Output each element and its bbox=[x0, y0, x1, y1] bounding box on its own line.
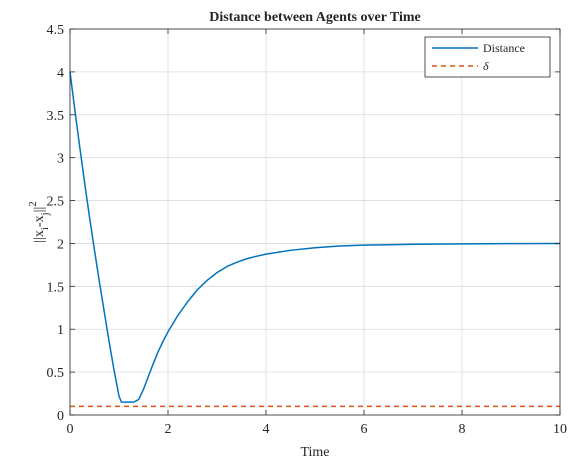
y-tick-label: 1.5 bbox=[47, 280, 65, 295]
y-axis-label: ||xi-xj||2 bbox=[27, 201, 51, 243]
y-label-base: ||x bbox=[32, 230, 47, 243]
x-axis-label: Time bbox=[300, 445, 329, 460]
y-tick-label: 2.5 bbox=[47, 195, 65, 210]
y-tick-label: 0.5 bbox=[47, 366, 65, 381]
series-line-distance bbox=[69, 71, 561, 403]
x-tick-label: 6 bbox=[361, 422, 368, 437]
x-tick-label: 8 bbox=[459, 422, 466, 437]
legend: Distance δ bbox=[424, 36, 551, 78]
y-tick-label: 4 bbox=[57, 66, 64, 81]
x-tick-label: 10 bbox=[553, 422, 567, 437]
series-layer bbox=[69, 71, 561, 408]
legend-box bbox=[424, 36, 551, 78]
y-tick-label: 4.5 bbox=[47, 23, 65, 38]
legend-label-delta: δ bbox=[483, 59, 489, 73]
x-tick-label: 0 bbox=[67, 422, 74, 437]
axis-ticks: 0 2 4 6 8 10 0 0.5 1 1.5 2 2.5 3 3.5 4 4.5 bbox=[47, 23, 568, 437]
y-tick-label: 3.5 bbox=[47, 109, 65, 124]
legend-label-distance: Distance bbox=[483, 41, 525, 55]
x-tick-label: 2 bbox=[165, 422, 172, 437]
x-tick-label: 4 bbox=[263, 422, 270, 437]
plot-frame bbox=[69, 28, 561, 416]
y-label-sub-i: i bbox=[39, 227, 51, 230]
y-label-sub-j: j bbox=[39, 212, 51, 216]
y-label-close: || bbox=[32, 207, 47, 213]
y-label-mid: -x bbox=[32, 215, 47, 227]
y-tick-label: 0 bbox=[57, 409, 64, 424]
y-tick-label: 3 bbox=[57, 152, 64, 167]
plot-area bbox=[70, 29, 560, 415]
y-tick-label: 2 bbox=[57, 237, 64, 252]
y-tick-label: 1 bbox=[57, 323, 64, 338]
y-label-sup: 2 bbox=[27, 201, 39, 207]
chart-title: Distance between Agents over Time bbox=[209, 10, 421, 25]
